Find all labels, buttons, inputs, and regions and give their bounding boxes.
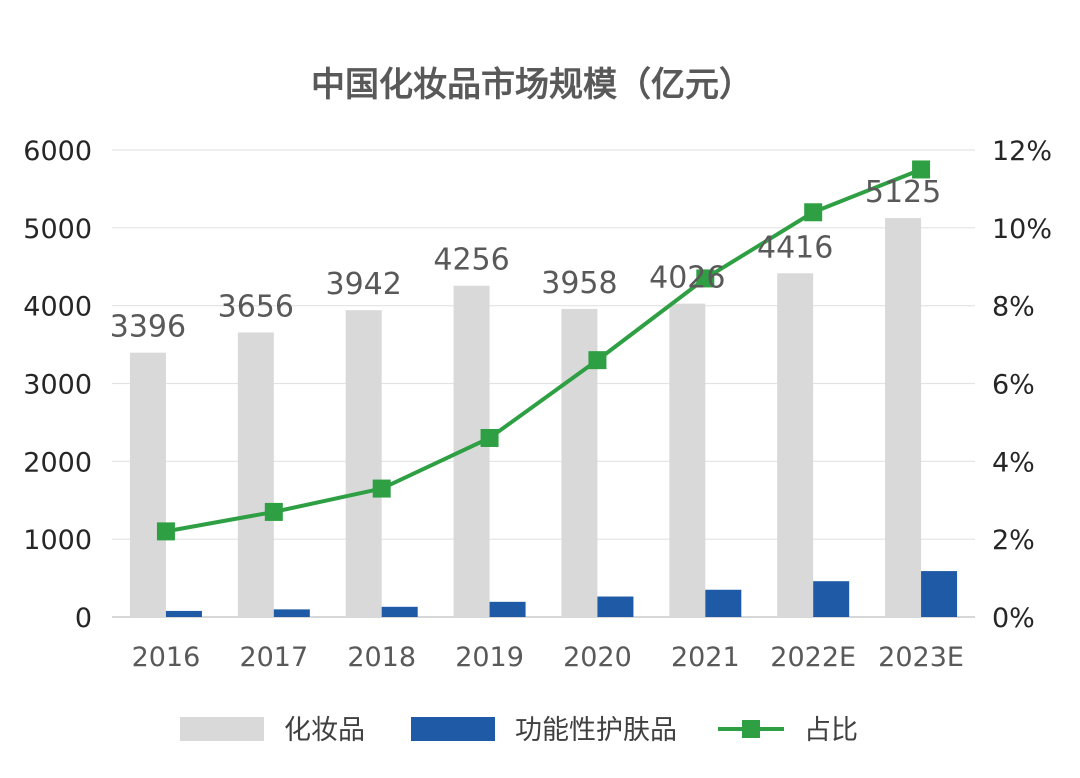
ratio-marker [372, 479, 391, 498]
data-label: 5125 [865, 175, 941, 210]
ratio-line [165, 167, 922, 534]
y-right-tick-label: 0% [992, 603, 1035, 634]
ratio-marker [804, 203, 823, 222]
y-right-tick-label: 6% [992, 370, 1035, 401]
bar-functional-skincare [705, 589, 742, 617]
y-left-tick-label: 6000 [23, 136, 92, 167]
ratio-marker [156, 522, 175, 541]
x-tick-label: 2017 [239, 642, 308, 673]
bar-cosmetics [237, 332, 274, 617]
y-left-tick-label: 5000 [23, 214, 92, 245]
ratio-marker [588, 351, 607, 370]
x-tick-label: 2018 [347, 642, 416, 673]
x-tick-label: 2020 [563, 642, 632, 673]
data-label: 3958 [541, 266, 617, 301]
y-left-tick-label: 0 [75, 603, 92, 634]
data-labels: 3396 3656 3942 4256 3958 4026 4416 5125 [110, 175, 941, 345]
x-tick-label: 2019 [455, 642, 524, 673]
axes: 0 1000 2000 3000 4000 5000 6000 0% 2% 4% 6% 8% 10% 12… [23, 136, 1052, 673]
bar-functional-skincare [921, 571, 958, 617]
ratio-marker [480, 428, 499, 447]
y-right-tick-label: 10% [992, 214, 1052, 245]
legend-item-ratio: 占比 [718, 715, 858, 746]
bar-functional-skincare [813, 581, 850, 617]
bar-cosmetics [669, 303, 706, 617]
legend-label: 功能性护肤品 [515, 715, 677, 746]
x-tick-label: 2022E [770, 642, 856, 673]
bar-cosmetics [345, 310, 382, 617]
data-label: 3396 [110, 310, 186, 345]
legend: 化妆品 功能性护肤品 占比 [180, 715, 858, 746]
x-tick-label: 2021 [671, 642, 740, 673]
data-label: 4256 [433, 243, 509, 278]
y-left-tick-label: 2000 [23, 447, 92, 478]
y-right-tick-label: 2% [992, 525, 1035, 556]
bar-cosmetics [129, 352, 166, 617]
x-tick-label: 2016 [132, 642, 201, 673]
legend-swatch-marker [742, 720, 760, 738]
bar-cosmetics [777, 273, 814, 617]
bar-functional-skincare [273, 609, 310, 617]
data-label: 3942 [326, 267, 402, 302]
ratio-line-series [156, 160, 931, 541]
ratio-marker [264, 502, 283, 521]
legend-item-functional-skincare: 功能性护肤品 [411, 715, 677, 746]
legend-label: 占比 [804, 715, 858, 746]
y-right-tick-label: 8% [992, 292, 1035, 323]
ratio-marker [696, 269, 715, 288]
ratio-marker [912, 160, 931, 179]
data-label: 4026 [649, 261, 725, 296]
chart-title: 中国化妆品市场规模（亿元） [311, 65, 753, 105]
y-right-tick-label: 12% [992, 136, 1052, 167]
legend-swatch [411, 717, 495, 741]
legend-label: 化妆品 [284, 715, 365, 746]
y-left-tick-label: 3000 [23, 370, 92, 401]
y-left-tick-label: 4000 [23, 292, 92, 323]
bar-functional-skincare [489, 601, 526, 617]
y-right-tick-label: 4% [992, 447, 1035, 478]
data-label: 3656 [218, 289, 294, 324]
legend-swatch [180, 717, 264, 741]
x-tick-label: 2023E [878, 642, 964, 673]
y-left-tick-label: 1000 [23, 525, 92, 556]
bar-cosmetics [885, 218, 922, 617]
bars [129, 218, 958, 617]
data-label: 4416 [757, 230, 833, 265]
bar-functional-skincare [597, 596, 634, 617]
bar-functional-skincare [381, 606, 418, 617]
bar-functional-skincare [165, 610, 202, 617]
legend-item-cosmetics: 化妆品 [180, 715, 365, 746]
